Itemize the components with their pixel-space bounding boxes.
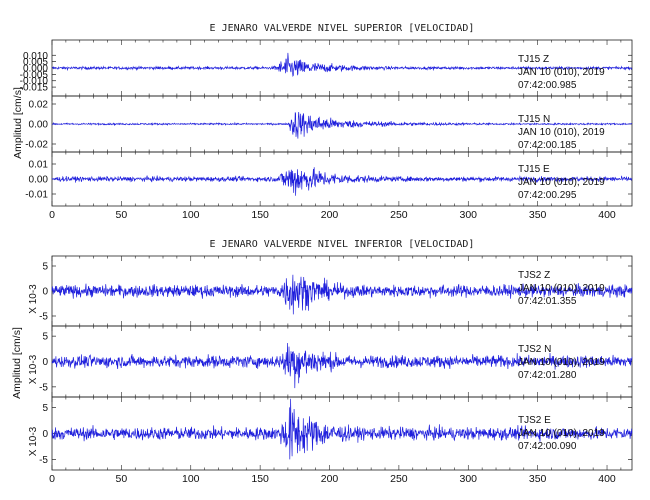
y-tick-label: -0.02 [25, 140, 48, 151]
trace-panel-2: 0.01 0.00 -0.01 TJ15 E JAN 10 (010), 2019 07:… [25, 151, 633, 207]
time-label: 07:42:01.355 [518, 296, 577, 307]
waveform-0 [51, 274, 633, 315]
x-tick-label: 250 [390, 473, 408, 485]
y-tick-label: -5 [39, 455, 48, 466]
y-tick-label: 5 [42, 262, 48, 273]
y-tick-label: -5 [39, 312, 48, 323]
x-tick-label: 200 [321, 473, 339, 485]
scale-label: X 10-3 [28, 354, 39, 384]
trace-panel-0: 5 0 -5X 10-3 TJS2 Z JAN 10 (010), 2019 07:42:… [28, 255, 633, 327]
y-tick-label: -0.01 [25, 190, 48, 201]
date-label: JAN 10 (010), 2019 [518, 177, 605, 188]
date-label: JAN 10 (010), 2019 [518, 67, 605, 78]
y-tick-label: 0 [42, 287, 48, 298]
x-tick-label: 350 [529, 209, 547, 221]
station-label: TJS2 Z [518, 270, 550, 281]
time-label: 07:42:01.280 [518, 370, 577, 381]
y-tick-label: -0.015 [20, 83, 49, 94]
date-label: JAN 10 (010), 2019 [518, 357, 605, 368]
y-tick-label: 0 [42, 357, 48, 368]
waveform-1 [51, 111, 633, 139]
x-tick-label: 150 [251, 473, 269, 485]
x-tick-label: 0 [49, 209, 55, 221]
date-label: JAN 10 (010), 2019 [518, 283, 605, 294]
y-tick-label: 0.010 [23, 51, 48, 62]
x-tick-label: 400 [598, 473, 616, 485]
waveform-2 [51, 398, 633, 460]
x-tick-label: 250 [390, 209, 408, 221]
time-label: 07:42:00.295 [518, 190, 577, 201]
x-tick-label: 300 [460, 209, 478, 221]
y-tick-label: 0.000 [23, 64, 48, 75]
y-tick-label: 0 [42, 429, 48, 440]
x-tick-label: 50 [116, 473, 128, 485]
chart-title: E JENARO VALVERDE NIVEL INFERIOR [VELOCI… [210, 239, 475, 250]
y-tick-label: 0.005 [23, 57, 48, 68]
y-tick-label: 5 [42, 332, 48, 343]
x-tick-label: 350 [529, 473, 547, 485]
scale-label: X 10-3 [28, 284, 39, 314]
trace-panel-2: 5 0 -5X 10-3 TJS2 E JAN 10 (010), 2019 07:42:… [28, 396, 633, 471]
station-label: TJS2 N [518, 344, 551, 355]
time-label: 07:42:00.090 [518, 441, 577, 452]
x-tick-label: 300 [460, 473, 478, 485]
scale-label: X 10-3 [28, 426, 39, 456]
time-label: 07:42:00.985 [518, 80, 577, 91]
waveform-2 [51, 167, 633, 196]
y-axis-label: Amplitud [cm/s] [11, 327, 23, 399]
chart-title: E JENARO VALVERDE NIVEL SUPERIOR [VELOCI… [210, 23, 475, 34]
trace-panel-1: 0.02 0.00 -0.02 TJ15 N JAN 10 (010), 2019 07:… [25, 95, 633, 153]
trace-panel-1: 5 0 -5X 10-3 TJS2 N JAN 10 (010), 2019 07:42:… [28, 325, 633, 398]
y-tick-label: -0.005 [20, 70, 49, 81]
x-tick-label: 100 [182, 209, 200, 221]
y-tick-label: 0.00 [29, 175, 49, 186]
station-label: TJ15 N [518, 114, 550, 125]
station-label: TJ15 Z [518, 54, 549, 65]
x-tick-label: 100 [182, 473, 200, 485]
waveform-0 [51, 52, 633, 78]
y-tick-label: 0.02 [29, 100, 49, 111]
y-tick-label: -5 [39, 382, 48, 393]
station-label: TJ15 E [518, 164, 550, 175]
waveform-1 [51, 342, 633, 389]
x-tick-label: 400 [598, 209, 616, 221]
time-label: 07:42:00.185 [518, 140, 577, 151]
x-tick-label: 150 [251, 209, 269, 221]
panel-superior: E JENARO VALVERDE NIVEL SUPERIOR [VELOCI… [12, 23, 633, 221]
x-tick-label: 50 [116, 209, 128, 221]
station-label: TJS2 E [518, 415, 551, 426]
date-label: JAN 10 (010), 2019 [518, 127, 605, 138]
y-tick-label: 0.01 [29, 160, 49, 171]
x-tick-label: 200 [321, 209, 339, 221]
date-label: JAN 10 (010), 2019 [518, 428, 605, 439]
y-tick-label: 5 [42, 403, 48, 414]
panel-inferior: E JENARO VALVERDE NIVEL INFERIOR [VELOCI… [11, 239, 633, 485]
y-tick-label: 0.00 [29, 120, 49, 131]
y-axis-label: Amplitud [cm/s] [12, 87, 24, 159]
x-tick-label: 0 [49, 473, 55, 485]
y-tick-label: -0.010 [20, 76, 49, 87]
